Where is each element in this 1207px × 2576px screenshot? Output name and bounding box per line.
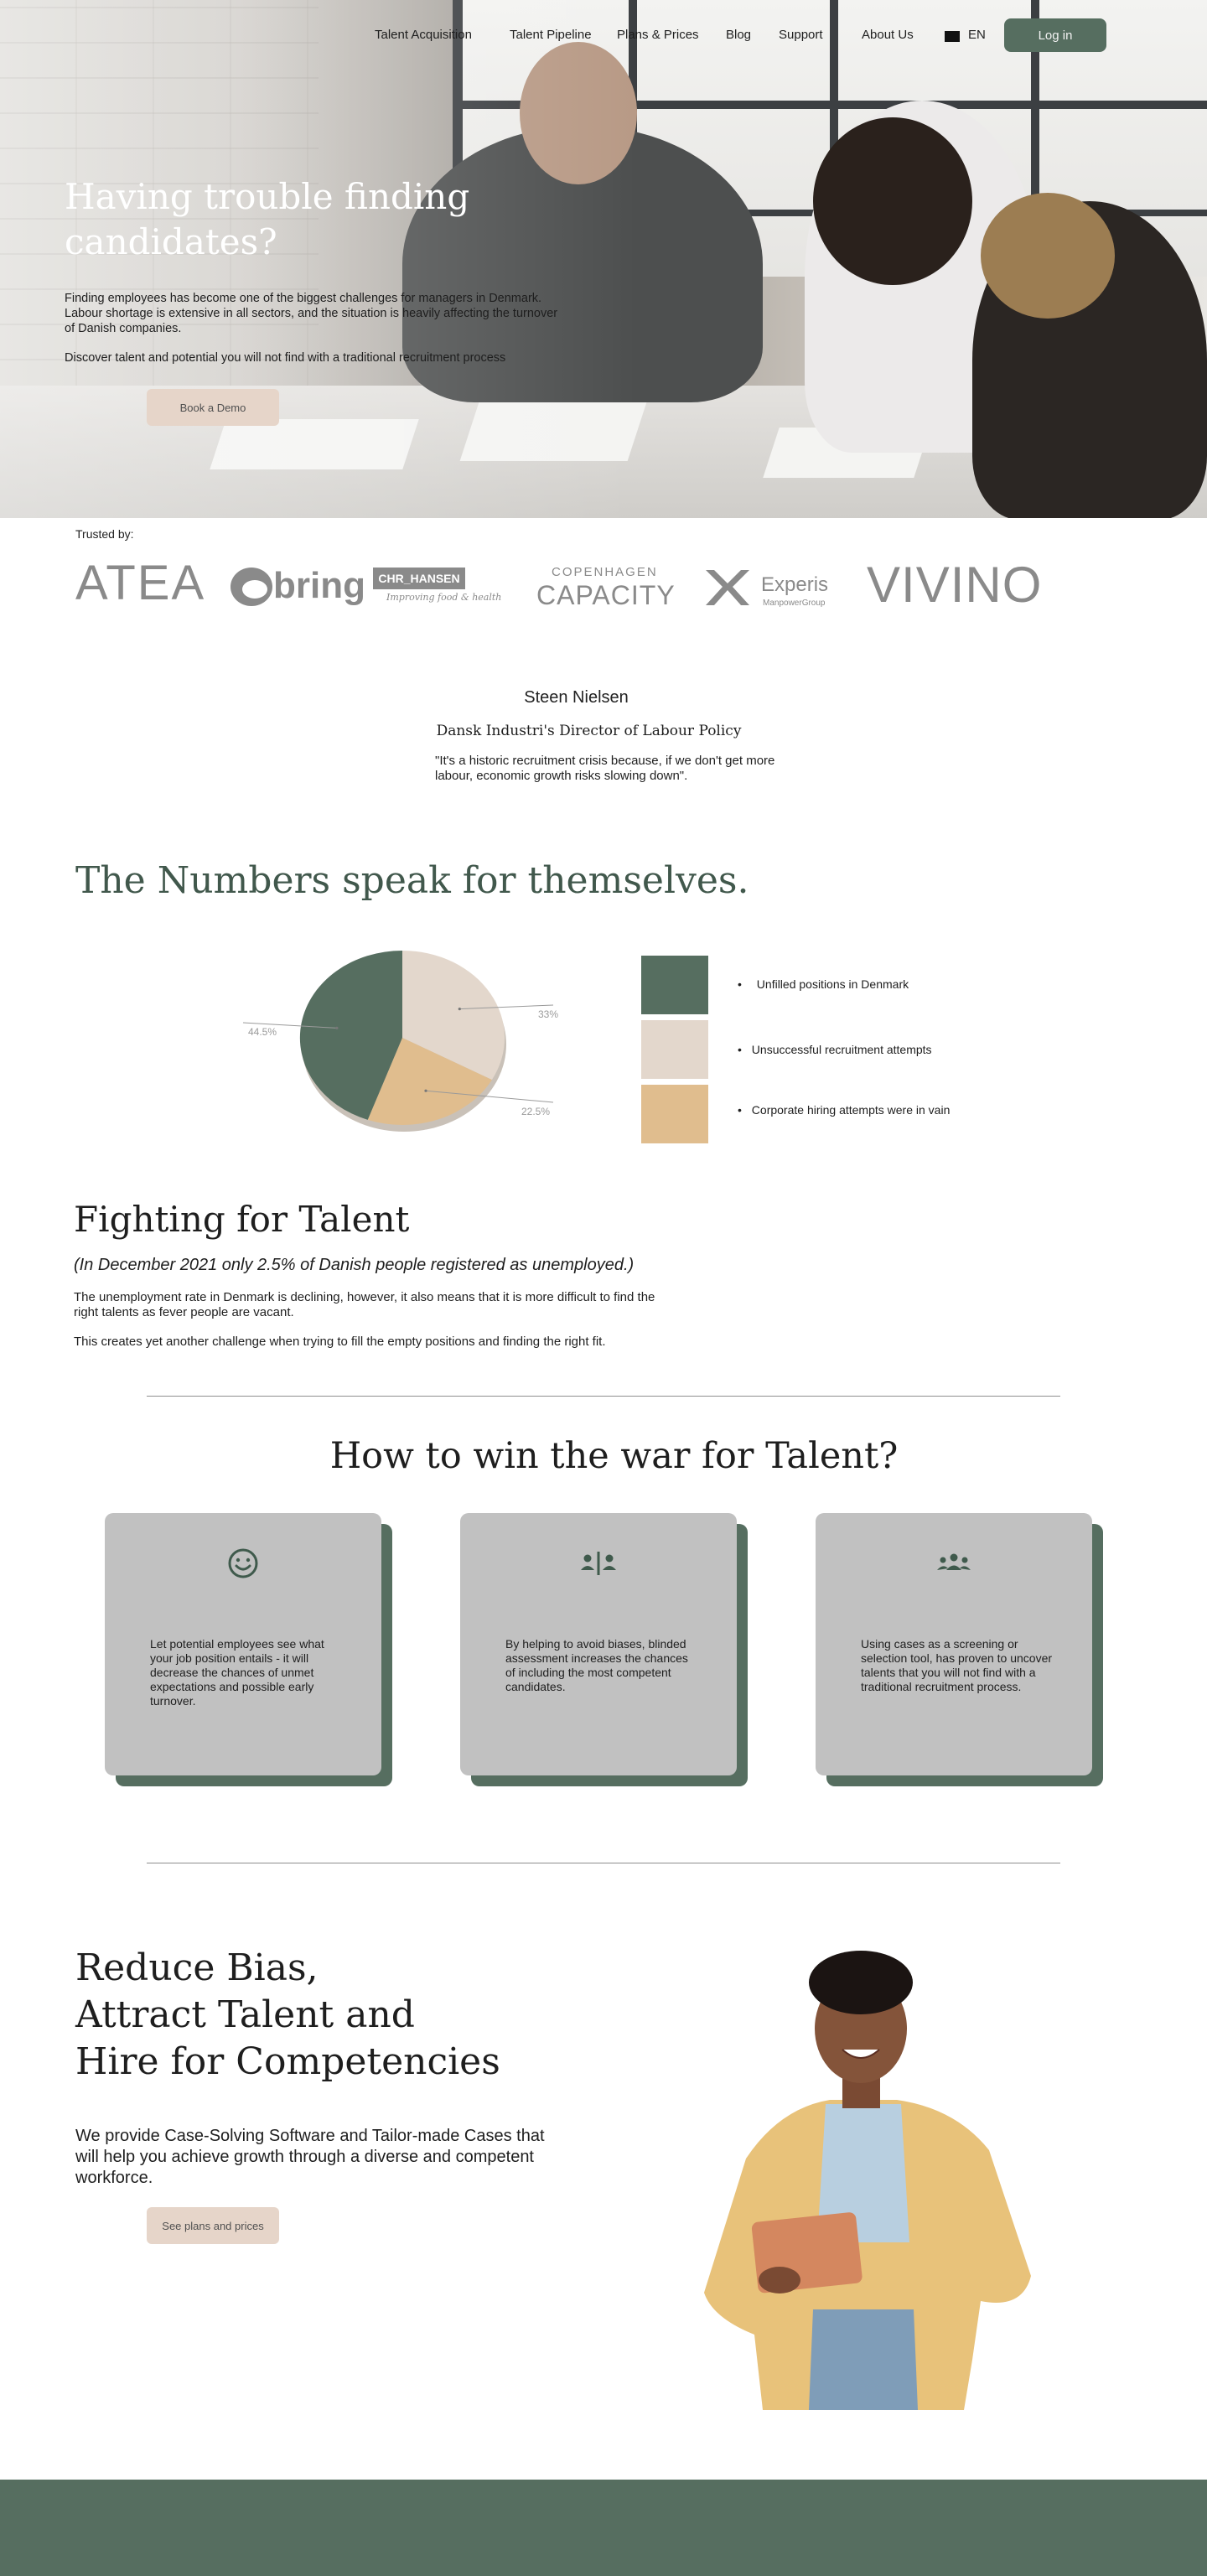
how-title: How to win the war for Talent?: [329, 1435, 899, 1477]
book-demo-button[interactable]: Book a Demo: [147, 389, 279, 426]
feature-card-1: Let potential employees see what your jo…: [105, 1513, 381, 1775]
pie-leader-line: [425, 1090, 554, 1103]
nav-item-about-us[interactable]: About Us: [862, 28, 914, 42]
nav-item-plans-prices[interactable]: Plans & Prices: [617, 28, 699, 42]
footer: [0, 2480, 1207, 2576]
feature-card-text: Using cases as a screening or selection …: [861, 1637, 1053, 1693]
fighting-paragraph-2: This creates yet another challenge when …: [74, 1335, 606, 1349]
feature-card-2: By helping to avoid biases, blinded asse…: [460, 1513, 737, 1775]
legend-swatch-unfilled: [641, 956, 708, 1014]
vivino-logo: VIVINO: [867, 557, 1043, 613]
pie-label: 22.5%: [521, 1106, 550, 1117]
legend-item-unsuccessful: • Unsuccessful recruitment attempts: [738, 1043, 932, 1056]
copenhagen-logo-top: COPENHAGEN: [552, 565, 658, 579]
see-plans-button[interactable]: See plans and prices: [147, 2207, 279, 2244]
pie-slice: [402, 951, 505, 1081]
fighting-paragraph-1: The unemployment rate in Denmark is decl…: [74, 1290, 655, 1319]
flag-icon[interactable]: [945, 31, 960, 42]
login-button[interactable]: Log in: [1004, 18, 1106, 52]
pie-leader-line: [242, 1022, 337, 1029]
experis-logo-subtext: ManpowerGroup: [763, 599, 826, 608]
hero-photo-person-right-hair: [981, 193, 1115, 319]
fighting-subtitle: (In December 2021 only 2.5% of Danish pe…: [74, 1256, 635, 1274]
nav-item-blog[interactable]: Blog: [726, 28, 752, 42]
chr-hansen-logo-text: CHR_HANSEN: [373, 568, 465, 589]
legend-swatch-vain: [641, 1085, 708, 1143]
hero-title: Having trouble finding candidates?: [65, 176, 470, 262]
pie-leader-dot: [335, 1026, 339, 1029]
legend-bullet: •: [738, 977, 742, 991]
legend-label: Unfilled positions in Denmark: [756, 977, 909, 991]
group-icon: [816, 1547, 1092, 1584]
chr-hansen-tagline: Improving food & health: [386, 592, 502, 603]
main-nav: Talent Acquisition Talent Pipeline Plans…: [0, 17, 1207, 54]
feature-card-text: Let potential employees see what your jo…: [150, 1637, 324, 1708]
pie-leader-dot: [424, 1089, 427, 1092]
legend-item-vain: • Corporate hiring attempts were in vain: [738, 1103, 950, 1117]
feature-card-text: By helping to avoid biases, blinded asse…: [505, 1637, 688, 1693]
pie-slice: [299, 951, 402, 1120]
trusted-by-label: Trusted by:: [75, 527, 134, 541]
hero-section: Talent Acquisition Talent Pipeline Plans…: [0, 0, 1207, 518]
bias-title-line: Reduce Bias,: [75, 1946, 319, 1989]
legend-label: Corporate hiring attempts were in vain: [751, 1103, 951, 1117]
nav-item-talent-acquisition[interactable]: Talent Acquisition: [375, 28, 472, 42]
quote-author-role: Dansk Industri's Director of Labour Poli…: [436, 723, 742, 739]
woman-with-tablet-image: [704, 1951, 1031, 2410]
language-selector[interactable]: EN: [968, 28, 986, 42]
hero-paragraph-1: Finding employees has become one of the …: [65, 292, 558, 335]
legend-item-unfilled: • Unfilled positions in Denmark: [738, 977, 909, 991]
bias-title-line: Hire for Competencies: [75, 2040, 500, 2083]
divided-people-icon: [460, 1547, 737, 1584]
smiley-icon: [105, 1547, 381, 1584]
experis-logo-text: Experis: [761, 573, 829, 596]
numbers-title: The Numbers speak for themselves.: [75, 859, 749, 902]
quote-text: "It's a historic recruitment crisis beca…: [435, 754, 775, 783]
fighting-title: Fighting for Talent: [74, 1199, 410, 1240]
pie-label: 44.5%: [248, 1026, 277, 1038]
pie-label: 33%: [538, 1008, 558, 1020]
atea-logo: ATEA: [75, 556, 206, 610]
nav-item-talent-pipeline[interactable]: Talent Pipeline: [510, 28, 592, 42]
legend-label: Unsuccessful recruitment attempts: [751, 1043, 932, 1056]
feature-card-3: Using cases as a screening or selection …: [816, 1513, 1092, 1775]
quote-author-name: Steen Nielsen: [524, 688, 629, 707]
bias-title-line: Attract Talent and: [75, 1993, 415, 2036]
pie-slice: [367, 1038, 492, 1126]
legend-bullet: •: [738, 1103, 742, 1117]
pie-leader-line: [459, 1004, 554, 1010]
hero-photo-man-head: [520, 42, 637, 184]
bias-paragraph: We provide Case-Solving Software and Tai…: [75, 2127, 545, 2187]
bias-title: Reduce Bias, Attract Talent and Hire for…: [75, 1945, 500, 2086]
section-divider: [147, 1396, 1060, 1397]
copenhagen-logo-bottom: CAPACITY: [536, 580, 676, 610]
pie-leader-dot: [458, 1008, 461, 1011]
hero-photo-woman-hair: [813, 117, 972, 285]
hero-paragraph-2: Discover talent and potential you will n…: [65, 351, 506, 365]
nav-item-support[interactable]: Support: [779, 28, 823, 42]
legend-swatch-unsuccessful: [641, 1020, 708, 1079]
legend-bullet: •: [738, 1043, 742, 1056]
bring-logo-text: bring: [273, 565, 365, 606]
pie-chart: 44.5% 33% 22.5%: [242, 951, 558, 1132]
